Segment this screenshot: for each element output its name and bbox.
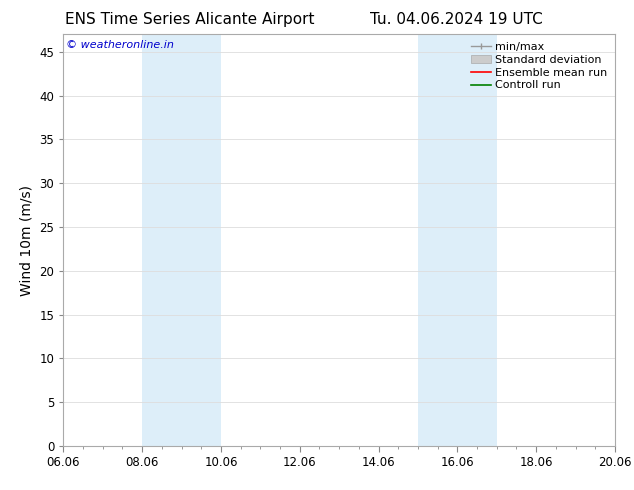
Bar bbox=[142, 34, 221, 446]
Text: © weatheronline.in: © weatheronline.in bbox=[66, 41, 174, 50]
Text: ENS Time Series Alicante Airport: ENS Time Series Alicante Airport bbox=[65, 12, 315, 27]
Text: Tu. 04.06.2024 19 UTC: Tu. 04.06.2024 19 UTC bbox=[370, 12, 543, 27]
Bar bbox=[418, 34, 497, 446]
Legend: min/max, Standard deviation, Ensemble mean run, Controll run: min/max, Standard deviation, Ensemble me… bbox=[469, 40, 609, 93]
Y-axis label: Wind 10m (m/s): Wind 10m (m/s) bbox=[20, 185, 34, 295]
